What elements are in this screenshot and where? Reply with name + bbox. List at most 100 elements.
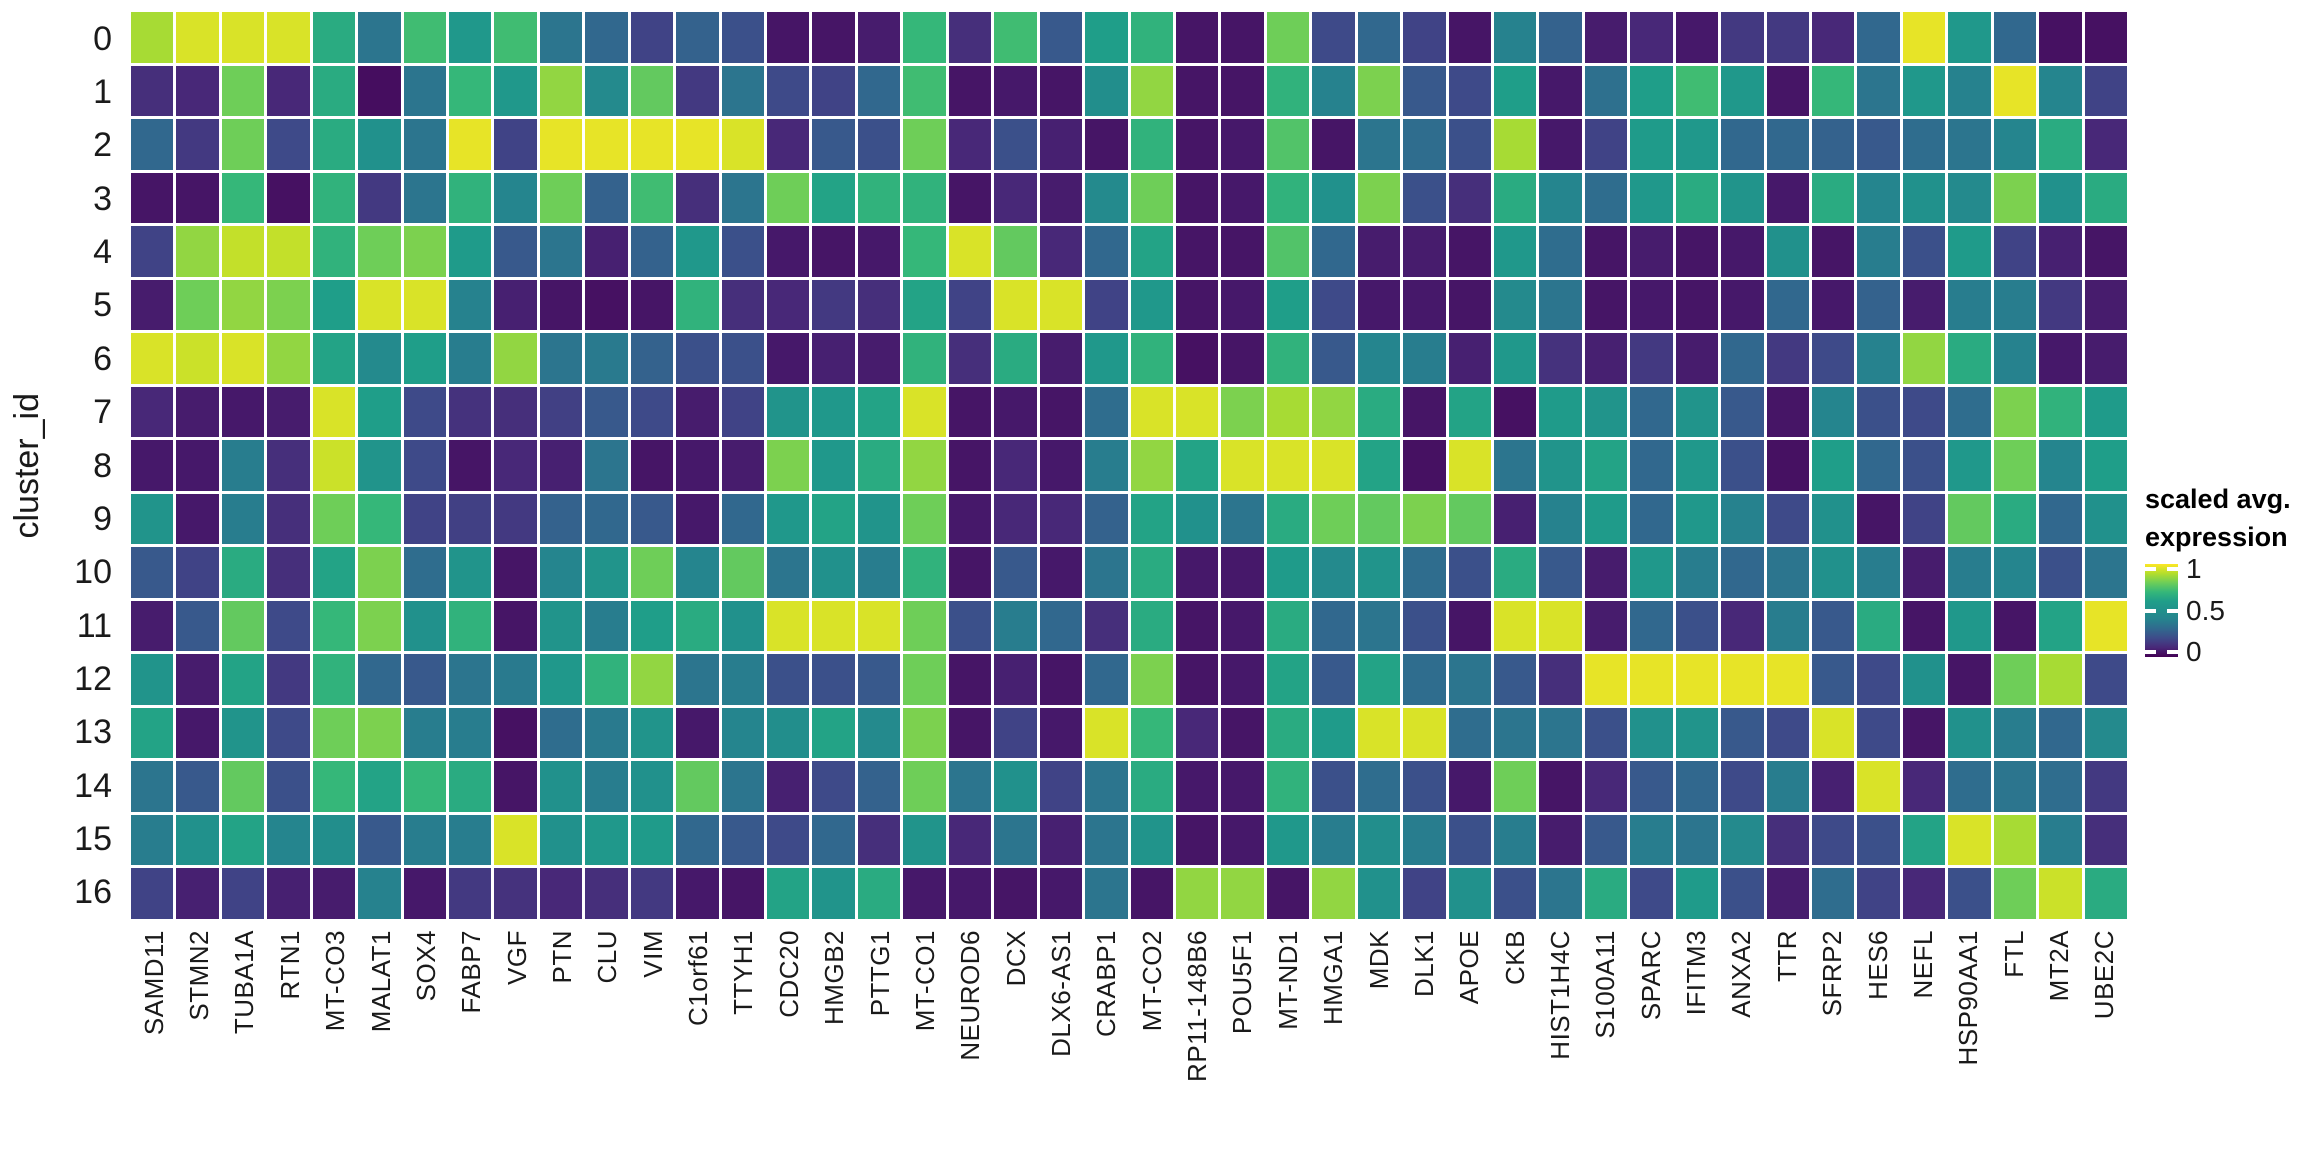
heatmap-cell (903, 440, 946, 491)
heatmap-cell (403, 493, 447, 545)
heatmap-cell (857, 386, 901, 438)
heatmap-cell (1721, 279, 1764, 331)
heatmap-cell (2084, 386, 2127, 438)
heatmap-cell (948, 868, 992, 919)
heatmap-cell (221, 547, 265, 598)
heatmap-cell (1539, 814, 1582, 866)
heatmap-cell (1493, 814, 1537, 866)
heatmap-cell (1357, 600, 1401, 652)
heatmap-cell (1902, 493, 1946, 545)
legend-tick-mark (2145, 567, 2156, 571)
heatmap-cell (812, 814, 855, 866)
heatmap-cell (1493, 65, 1537, 117)
heatmap-cell (539, 226, 583, 277)
heatmap-cell (1130, 707, 1173, 759)
heatmap-cell (630, 814, 674, 866)
heatmap-cell (1766, 814, 1809, 866)
heatmap-cell (1857, 761, 1900, 812)
heatmap-cell (494, 600, 537, 652)
heatmap-cell (1221, 333, 1264, 384)
heatmap-cell (1948, 172, 1991, 224)
heatmap-cell (767, 279, 810, 331)
heatmap-cell (1448, 547, 1491, 598)
heatmap-cell (2039, 65, 2082, 117)
heatmap-cell (676, 440, 719, 491)
heatmap-cell (1039, 119, 1083, 170)
heatmap-cell (585, 226, 628, 277)
heatmap-cell (1539, 707, 1582, 759)
heatmap-cell (994, 547, 1037, 598)
heatmap-cell (1357, 226, 1401, 277)
heatmap-cell (1811, 868, 1855, 919)
heatmap-cell (948, 279, 992, 331)
heatmap-cell (1766, 493, 1809, 545)
heatmap-cell (267, 814, 310, 866)
heatmap-cell (312, 119, 356, 170)
heatmap-cell (1584, 600, 1628, 652)
heatmap-cell (676, 868, 719, 919)
heatmap-cell (449, 333, 492, 384)
heatmap-cell (1630, 440, 1673, 491)
heatmap-cell (1403, 440, 1446, 491)
heatmap-cell (1312, 65, 1355, 117)
heatmap-cell (630, 119, 674, 170)
x-tick-label: MT-CO3 (320, 930, 351, 1032)
heatmap-cell (267, 493, 310, 545)
heatmap-cell (1493, 386, 1537, 438)
heatmap-cell (1721, 119, 1764, 170)
heatmap-cell (358, 172, 401, 224)
heatmap-cell (2039, 547, 2082, 598)
heatmap-cell (1857, 600, 1900, 652)
x-tick-label: CKB (1499, 930, 1530, 985)
legend-tick-label: 0 (2186, 636, 2202, 667)
heatmap-cell (1403, 814, 1446, 866)
heatmap-cell (267, 226, 310, 277)
heatmap-cell (1902, 440, 1946, 491)
heatmap-cell (221, 654, 265, 705)
heatmap-cell (176, 12, 219, 63)
heatmap-cell (449, 493, 492, 545)
heatmap-cell (1175, 172, 1219, 224)
heatmap-cell (1675, 814, 1719, 866)
heatmap-cell (1993, 600, 2037, 652)
heatmap-cell (1175, 868, 1219, 919)
heatmap-cell (494, 761, 537, 812)
heatmap-cell (1539, 386, 1582, 438)
heatmap-cell (358, 547, 401, 598)
heatmap-cell (1175, 386, 1219, 438)
heatmap-cell (994, 333, 1037, 384)
x-tick-label: MDK (1363, 930, 1394, 990)
heatmap-cell (812, 493, 855, 545)
legend-tick-mark (2167, 650, 2178, 654)
heatmap-cell (1403, 493, 1446, 545)
heatmap-cell (1675, 65, 1719, 117)
x-tick-label: PTN (546, 930, 577, 984)
x-tick-label: UBE2C (2089, 930, 2120, 1020)
heatmap-cell (1902, 814, 1946, 866)
heatmap-cell (721, 386, 765, 438)
heatmap-cell (1630, 226, 1673, 277)
heatmap-cell (1403, 654, 1446, 705)
heatmap-cell (1811, 333, 1855, 384)
heatmap-cell (903, 600, 946, 652)
heatmap-cell (449, 440, 492, 491)
heatmap-cell (1948, 547, 1991, 598)
heatmap-cell (267, 600, 310, 652)
heatmap-cell (449, 761, 492, 812)
x-tick-label: MT-CO2 (1136, 930, 1167, 1032)
heatmap-cell (176, 814, 219, 866)
heatmap-cell (539, 493, 583, 545)
heatmap-cell (494, 654, 537, 705)
heatmap-cell (2084, 226, 2127, 277)
heatmap-cell (1584, 172, 1628, 224)
heatmap-cell (1085, 761, 1128, 812)
heatmap-cell (539, 119, 583, 170)
heatmap-cell (1721, 761, 1764, 812)
heatmap-cell (1539, 600, 1582, 652)
heatmap-cell (1993, 440, 2037, 491)
heatmap-cell (1403, 12, 1446, 63)
y-tick-label: 1 (93, 73, 112, 112)
heatmap-cell (494, 814, 537, 866)
heatmap-cell (1130, 226, 1173, 277)
heatmap-cell (1857, 386, 1900, 438)
